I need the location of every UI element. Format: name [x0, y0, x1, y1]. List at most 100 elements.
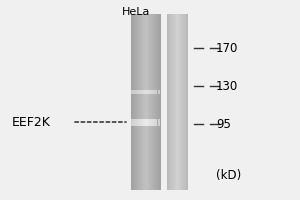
Bar: [141, 118, 142, 126]
Bar: [133, 14, 134, 190]
Bar: [153, 14, 154, 190]
Bar: [157, 14, 158, 190]
Bar: [158, 118, 159, 126]
Bar: [135, 90, 136, 94]
Bar: [156, 14, 157, 190]
Bar: [140, 90, 141, 94]
Bar: [145, 90, 146, 94]
Text: (kD): (kD): [216, 170, 241, 182]
Bar: [136, 118, 137, 126]
Bar: [171, 14, 172, 190]
Bar: [150, 14, 151, 190]
Bar: [151, 90, 152, 94]
Bar: [139, 90, 140, 94]
Bar: [184, 14, 185, 190]
Bar: [133, 118, 134, 126]
Bar: [153, 118, 154, 126]
Bar: [155, 118, 156, 126]
Bar: [134, 14, 135, 190]
Bar: [131, 90, 132, 94]
Bar: [149, 90, 150, 94]
Bar: [144, 90, 145, 94]
Bar: [157, 118, 158, 126]
Bar: [146, 118, 147, 126]
Bar: [154, 14, 155, 190]
Bar: [180, 14, 181, 190]
Bar: [155, 14, 156, 190]
Bar: [133, 90, 134, 94]
Bar: [148, 90, 149, 94]
Bar: [141, 14, 142, 190]
Bar: [154, 118, 155, 126]
Bar: [156, 118, 157, 126]
Bar: [178, 14, 179, 190]
Bar: [175, 14, 176, 190]
Bar: [173, 14, 174, 190]
Bar: [139, 118, 140, 126]
Bar: [130, 14, 131, 190]
Text: 170: 170: [216, 42, 239, 54]
Bar: [135, 14, 136, 190]
Bar: [142, 14, 143, 190]
Bar: [179, 14, 180, 190]
Bar: [170, 14, 171, 190]
Bar: [138, 90, 139, 94]
Bar: [158, 90, 159, 94]
Bar: [148, 14, 149, 190]
Bar: [167, 14, 168, 190]
Bar: [130, 90, 131, 94]
Bar: [187, 14, 188, 190]
Bar: [143, 14, 144, 190]
Bar: [185, 14, 186, 190]
Bar: [154, 90, 155, 94]
Bar: [144, 118, 145, 126]
Bar: [147, 118, 148, 126]
Bar: [186, 14, 187, 190]
Text: EEF2K: EEF2K: [12, 116, 51, 129]
Bar: [136, 14, 137, 190]
Bar: [132, 118, 133, 126]
Bar: [131, 14, 132, 190]
Bar: [148, 118, 149, 126]
Bar: [136, 90, 137, 94]
Bar: [172, 14, 173, 190]
Bar: [159, 14, 160, 190]
Bar: [135, 118, 136, 126]
Bar: [158, 14, 159, 190]
Bar: [147, 90, 148, 94]
Bar: [155, 90, 156, 94]
Bar: [156, 90, 157, 94]
Bar: [182, 14, 183, 190]
Bar: [138, 14, 139, 190]
Bar: [143, 118, 144, 126]
Bar: [146, 14, 147, 190]
Bar: [151, 14, 152, 190]
Bar: [142, 118, 143, 126]
Bar: [150, 118, 151, 126]
Bar: [183, 14, 184, 190]
Text: 95: 95: [216, 117, 231, 130]
Bar: [169, 14, 170, 190]
Bar: [147, 14, 148, 190]
Bar: [181, 14, 182, 190]
Bar: [152, 14, 153, 190]
Bar: [149, 118, 150, 126]
Bar: [139, 14, 140, 190]
Bar: [174, 14, 175, 190]
Bar: [132, 90, 133, 94]
Bar: [142, 90, 143, 94]
Bar: [145, 14, 146, 190]
Bar: [143, 90, 144, 94]
Bar: [140, 14, 141, 190]
Bar: [137, 118, 138, 126]
Bar: [137, 14, 138, 190]
Bar: [176, 14, 177, 190]
Bar: [134, 90, 135, 94]
Bar: [152, 118, 153, 126]
Bar: [159, 118, 160, 126]
Bar: [144, 14, 145, 190]
Bar: [150, 90, 151, 94]
Bar: [153, 90, 154, 94]
Text: 130: 130: [216, 80, 238, 92]
Bar: [134, 118, 135, 126]
